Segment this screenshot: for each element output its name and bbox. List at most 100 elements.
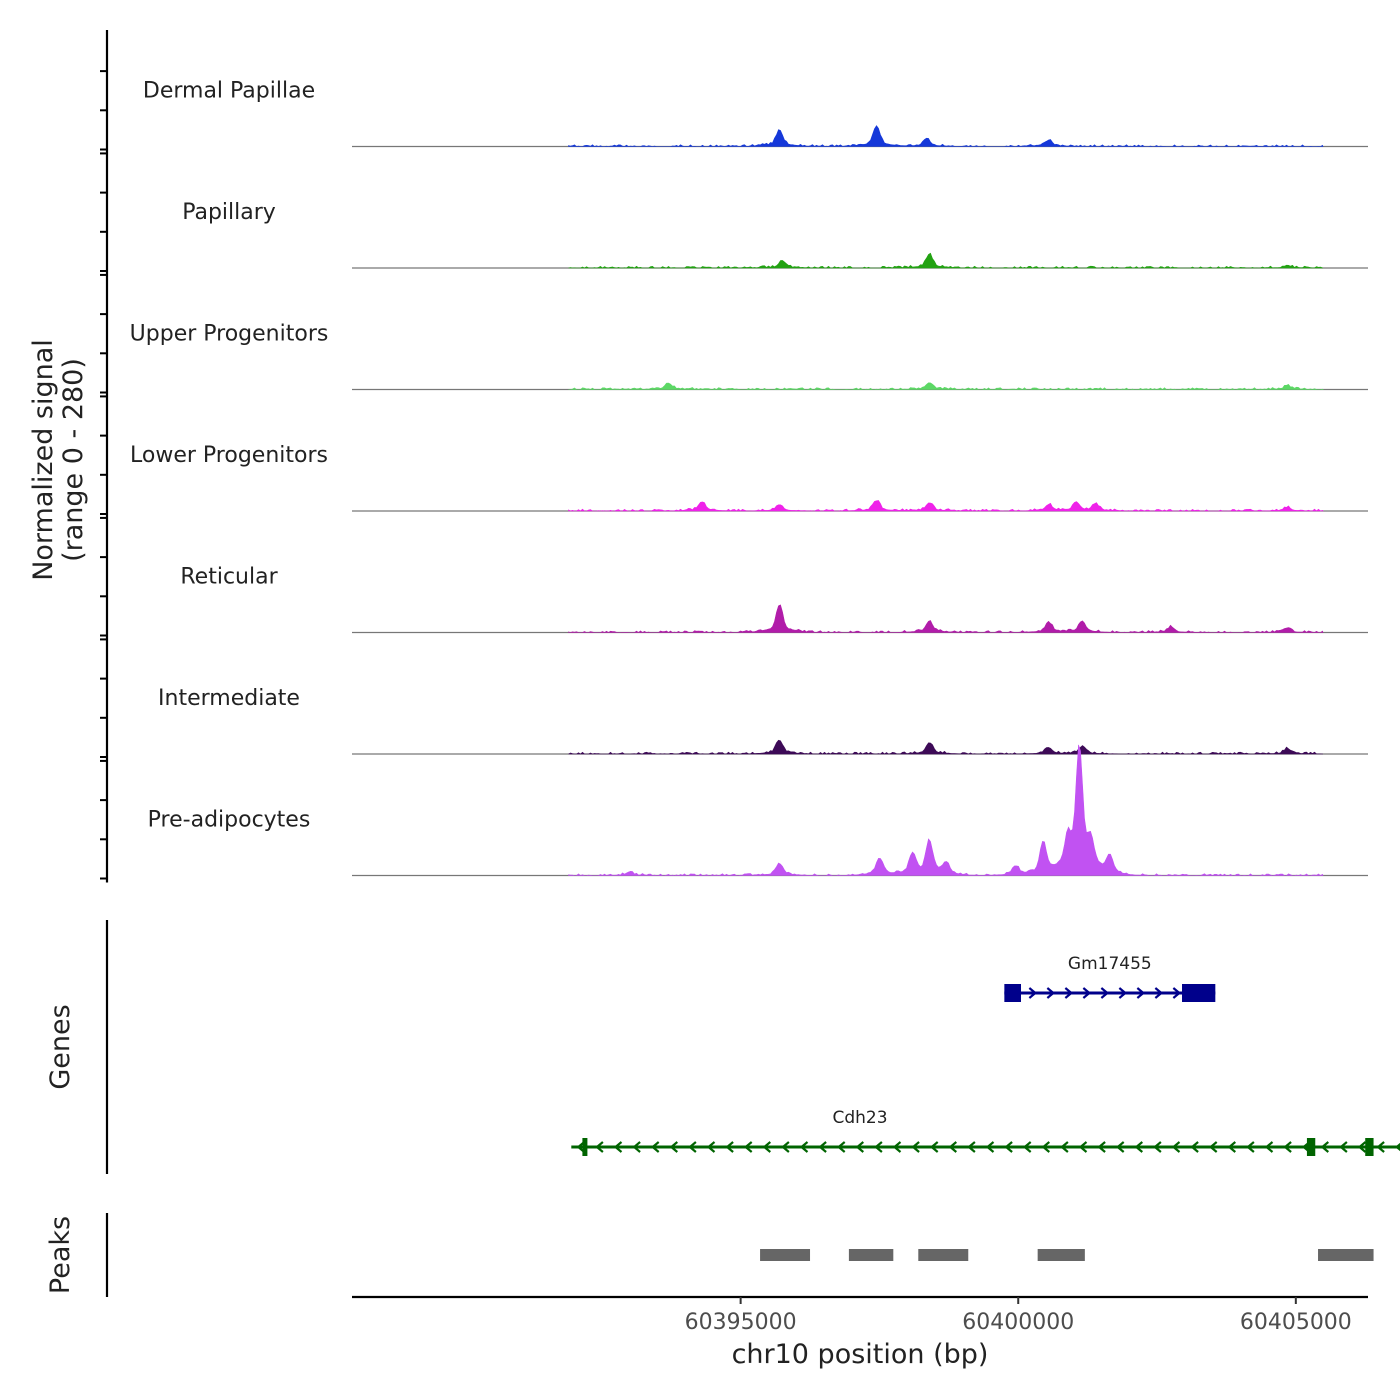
gene-cdh23: Cdh23 (571, 1108, 1400, 1156)
gene-exon (582, 1138, 588, 1156)
strand-chevron (818, 1141, 827, 1153)
track-label: Dermal Papillae (143, 79, 315, 104)
signal-tracks: Dermal Papillae Papillary Upper Progenitor… (130, 79, 1368, 877)
strand-chevron (985, 1141, 995, 1153)
signal-axis (100, 30, 109, 883)
gene-label: Gm17455 (1068, 954, 1152, 974)
gene-track: Gm17455 Cdh23 (105, 920, 1400, 1174)
strand-chevron (1339, 1141, 1348, 1153)
track-dermal-papillae: Dermal Papillae (143, 79, 1368, 148)
strand-chevron (1082, 987, 1092, 999)
gene-label: Cdh23 (832, 1108, 887, 1128)
strand-chevron (1136, 987, 1146, 999)
track-label: Upper Progenitors (130, 322, 329, 347)
strand-chevron (948, 1141, 958, 1153)
x-tick-label: 60405000 (1240, 1310, 1352, 1335)
gene-exon (1182, 984, 1216, 1002)
strand-chevron (1227, 1141, 1237, 1153)
peaks-axis-label: Peaks (45, 1216, 76, 1294)
peak-region (918, 1249, 969, 1261)
strand-chevron (911, 1141, 920, 1153)
track-label: Intermediate (158, 686, 300, 711)
track-papillary: Papillary (182, 200, 1368, 269)
signal-area (568, 382, 1325, 390)
strand-chevron (1283, 1141, 1292, 1153)
strand-chevron (1118, 987, 1128, 999)
strand-chevron (706, 1141, 716, 1153)
strand-chevron (725, 1141, 734, 1153)
x-tick-label: 60395000 (685, 1310, 797, 1335)
strand-chevron (1320, 1141, 1330, 1153)
track-upper-progenitors: Upper Progenitors (130, 322, 1368, 391)
peak-region (848, 1249, 894, 1261)
gene-exon (1004, 984, 1022, 1002)
strand-chevron (762, 1141, 772, 1153)
strand-chevron (874, 1141, 883, 1153)
track-pre-adipocytes: Pre-adipocytes (148, 744, 1368, 877)
strand-chevron (781, 1141, 790, 1153)
strand-chevron (1100, 987, 1110, 999)
strand-chevron (967, 1141, 976, 1153)
strand-chevron (929, 1141, 939, 1153)
strand-chevron (743, 1141, 753, 1153)
peak-track (105, 1213, 1374, 1297)
strand-chevron (1154, 987, 1164, 999)
peak-region (1318, 1249, 1374, 1261)
strand-chevron (1028, 987, 1038, 999)
strand-chevron (1171, 1141, 1181, 1153)
strand-chevron (836, 1141, 846, 1153)
genes-axis-label: Genes (45, 1004, 76, 1089)
track-intermediate: Intermediate (158, 686, 1368, 755)
strand-chevron (1041, 1141, 1051, 1153)
signal-area (568, 252, 1324, 269)
peak-region (760, 1249, 811, 1261)
gene-exon (1306, 1138, 1316, 1156)
strand-chevron (650, 1141, 660, 1153)
gene-gm17455: Gm17455 (1004, 954, 1216, 1002)
strand-chevron (688, 1141, 697, 1153)
strand-chevron (1046, 987, 1056, 999)
strand-chevron (1208, 1141, 1218, 1153)
track-reticular: Reticular (180, 565, 1368, 634)
strand-chevron (1060, 1141, 1069, 1153)
x-tick-label: 60400000 (962, 1310, 1074, 1335)
strand-chevron (1134, 1141, 1144, 1153)
strand-chevron (1172, 987, 1182, 999)
strand-chevron (613, 1141, 623, 1153)
track-label: Reticular (180, 565, 278, 590)
track-lower-progenitors: Lower Progenitors (130, 443, 1368, 512)
strand-chevron (576, 1141, 586, 1153)
track-label: Pre-adipocytes (148, 808, 311, 833)
strand-chevron (1376, 1141, 1385, 1153)
strand-chevron (892, 1141, 902, 1153)
signal-area (568, 604, 1324, 633)
strand-chevron (595, 1141, 604, 1153)
strand-chevron (669, 1141, 679, 1153)
strand-chevron (1004, 1141, 1013, 1153)
strand-chevron (1153, 1141, 1162, 1153)
track-label: Lower Progenitors (130, 443, 328, 468)
signal-area (568, 744, 1324, 876)
strand-chevron (1394, 1142, 1400, 1152)
strand-chevron (1190, 1141, 1199, 1153)
signal-area (568, 500, 1324, 512)
strand-chevron (1357, 1141, 1367, 1153)
strand-chevron (1022, 1141, 1032, 1153)
signal-axis-label-line1: Normalized signal (28, 339, 59, 581)
strand-chevron (632, 1141, 641, 1153)
strand-chevron (1078, 1141, 1088, 1153)
strand-chevron (1246, 1141, 1255, 1153)
peak-region (1037, 1249, 1085, 1261)
strand-chevron (855, 1141, 865, 1153)
signal-area (568, 739, 1323, 755)
gene-exon (1365, 1138, 1374, 1156)
x-axis-title: chr10 position (bp) (732, 1339, 989, 1370)
strand-chevron (1097, 1141, 1106, 1153)
strand-chevron (1064, 987, 1074, 999)
signal-axis-label-line2: (range 0 - 280) (58, 358, 89, 562)
track-label: Papillary (182, 200, 276, 225)
strand-chevron (1115, 1141, 1125, 1153)
strand-chevron (1264, 1141, 1274, 1153)
signal-area (568, 125, 1324, 147)
